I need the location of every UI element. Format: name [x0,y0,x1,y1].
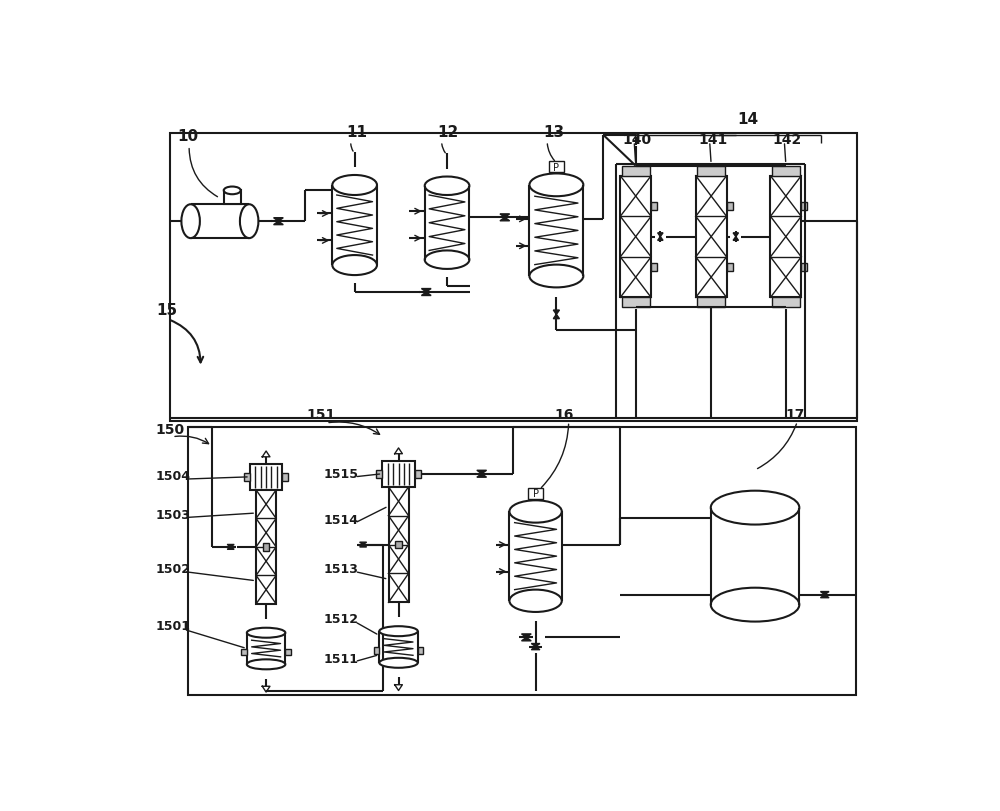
Ellipse shape [711,491,799,525]
Ellipse shape [379,626,418,637]
Polygon shape [733,238,738,241]
Bar [620,177,651,298]
Bar [622,298,650,308]
Ellipse shape [240,205,258,238]
Polygon shape [658,234,663,238]
Ellipse shape [247,628,285,638]
Bar [727,264,733,272]
Bar [374,647,379,654]
Polygon shape [421,290,431,293]
Text: 140: 140 [623,132,652,147]
Text: 151: 151 [307,407,336,421]
Ellipse shape [509,590,562,612]
Bar [250,464,282,491]
Text: 17: 17 [786,407,805,421]
Text: 13: 13 [543,126,564,140]
Polygon shape [477,470,487,474]
Polygon shape [360,545,367,547]
Ellipse shape [332,255,377,276]
Text: 11: 11 [346,126,367,140]
Ellipse shape [529,265,583,288]
Bar [622,166,650,177]
Text: 1513: 1513 [324,562,359,575]
Polygon shape [500,218,510,221]
Text: 12: 12 [438,126,459,140]
Text: 15: 15 [157,303,178,317]
Bar [395,541,402,549]
Bar [382,461,415,487]
Bar [772,166,800,177]
Bar [727,203,733,211]
Bar [418,647,423,654]
Polygon shape [553,311,559,315]
Text: 1512: 1512 [324,611,359,624]
Ellipse shape [181,205,200,238]
Text: 1502: 1502 [155,562,190,575]
Ellipse shape [379,658,418,668]
Polygon shape [658,238,663,241]
Bar [696,177,727,298]
Polygon shape [522,637,531,641]
Text: P: P [533,489,539,499]
Polygon shape [274,218,283,222]
Text: 142: 142 [773,132,802,147]
Text: 1514: 1514 [324,513,359,526]
Text: 1501: 1501 [155,620,190,633]
Bar [263,543,269,551]
Polygon shape [522,634,531,637]
Bar [285,649,291,655]
Ellipse shape [425,178,469,195]
Ellipse shape [425,251,469,269]
Bar [651,203,657,211]
Bar [241,649,247,655]
Text: 141: 141 [698,132,727,147]
Bar [697,298,725,308]
Text: 1503: 1503 [155,508,190,521]
Ellipse shape [247,659,285,670]
Bar [801,264,807,272]
Polygon shape [531,647,540,650]
Text: 14: 14 [737,111,758,127]
Ellipse shape [332,176,377,195]
Polygon shape [274,222,283,225]
Bar [376,470,382,478]
Polygon shape [227,547,234,550]
Bar [256,491,276,604]
Polygon shape [820,595,829,598]
Bar [282,474,288,481]
Bar [528,488,543,499]
Bar [697,166,725,177]
Polygon shape [227,545,234,547]
Text: 1515: 1515 [324,467,359,480]
Bar [415,470,421,478]
Bar [770,177,801,298]
Polygon shape [733,234,738,238]
Text: 10: 10 [178,129,199,144]
Bar [772,298,800,308]
Bar [549,162,564,173]
Text: P: P [553,162,559,172]
Bar [188,427,856,695]
Bar [170,134,857,422]
Text: 150: 150 [155,423,184,436]
Text: 1504: 1504 [155,470,190,483]
Bar [224,191,241,205]
Bar [244,474,250,481]
Ellipse shape [509,500,562,523]
Polygon shape [553,315,559,320]
Bar [801,203,807,211]
Polygon shape [531,644,540,647]
Polygon shape [500,215,510,218]
Ellipse shape [529,174,583,197]
Text: 1511: 1511 [324,652,359,665]
Polygon shape [360,543,367,545]
Text: 16: 16 [555,407,574,421]
Polygon shape [421,293,431,296]
Polygon shape [820,592,829,595]
Bar [651,264,657,272]
Ellipse shape [224,187,241,195]
Ellipse shape [711,588,799,622]
Bar [389,487,409,603]
Polygon shape [477,474,487,478]
